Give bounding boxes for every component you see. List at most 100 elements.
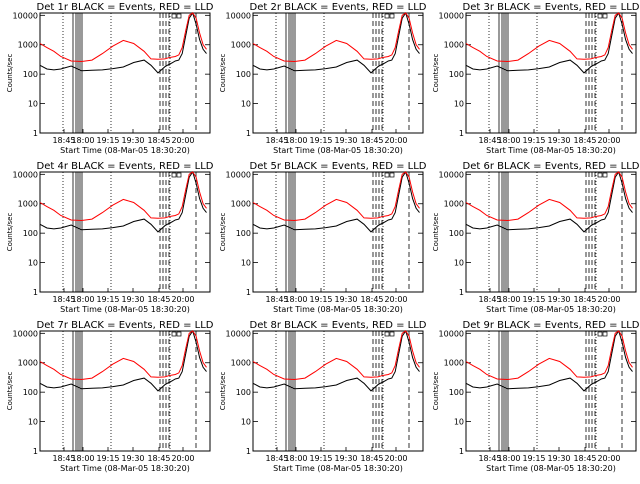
series-lld-line <box>252 12 420 63</box>
plot-frame <box>465 330 637 452</box>
y-tick-label: 1 <box>33 447 38 456</box>
panel-title: Det 5r BLACK = Events, RED = LLD <box>250 161 427 172</box>
x-tick-label: 19:30 <box>547 454 570 463</box>
x-tick-label: 19:15 <box>522 295 545 304</box>
y-tick-label: 1 <box>246 288 251 297</box>
y-axis-label: Counts/sec <box>219 372 227 411</box>
x-tick-label: 18:00 <box>497 295 520 304</box>
series-events-line <box>465 11 633 74</box>
x-tick-label: 18:45 <box>573 136 596 145</box>
series-lld-line <box>465 171 633 222</box>
y-tick-label: 100 <box>236 388 251 397</box>
x-tick-label: 20:00 <box>384 295 407 304</box>
y-tick-label: 100 <box>23 229 38 238</box>
plot-frame <box>39 171 211 293</box>
marker-box <box>176 172 182 178</box>
plot-frame <box>39 330 211 452</box>
y-tick-label: 10 <box>454 259 464 268</box>
y-tick-label: 10000 <box>13 329 38 338</box>
panel-title: Det 7r BLACK = Events, RED = LLD <box>37 320 214 331</box>
series-events-line <box>39 329 207 392</box>
y-tick-label: 10 <box>241 418 251 427</box>
y-tick-label: 1 <box>33 288 38 297</box>
plot-frame <box>252 171 424 293</box>
y-axis-label: Counts/sec <box>432 54 440 93</box>
x-tick-label: 18:00 <box>497 136 520 145</box>
x-tick-label: 18:45 <box>52 454 75 463</box>
y-tick-label: 10000 <box>439 11 464 20</box>
y-axis-label: Counts/sec <box>6 372 14 411</box>
y-tick-label: 100 <box>449 229 464 238</box>
panel-title: Det 2r BLACK = Events, RED = LLD <box>250 2 427 13</box>
x-tick-label: 18:45 <box>265 295 288 304</box>
y-tick-label: 10000 <box>226 11 251 20</box>
x-tick-label: 20:00 <box>171 136 194 145</box>
y-tick-label: 10 <box>28 100 38 109</box>
x-tick-label: 19:30 <box>334 136 357 145</box>
x-tick-label: 19:15 <box>309 295 332 304</box>
y-tick-label: 10 <box>241 259 251 268</box>
x-tick-label: 19:30 <box>334 454 357 463</box>
marker-box <box>171 13 177 19</box>
y-axis-label: Counts/sec <box>6 54 14 93</box>
x-axis-label: Start Time (08-Mar-05 18:30:20) <box>273 464 403 473</box>
marker-box <box>384 13 390 19</box>
x-tick-label: 20:00 <box>597 136 620 145</box>
panel-9: Det 9r BLACK = Events, RED = LLD 1 10 100 10… <box>432 320 640 473</box>
x-tick-label: 18:45 <box>147 295 170 304</box>
panel-2: Det 2r BLACK = Events, RED = LLD 1 10 100 10… <box>219 2 427 155</box>
x-tick-label: 19:15 <box>309 454 332 463</box>
panel-8: Det 8r BLACK = Events, RED = LLD 1 10 100 10… <box>219 320 427 473</box>
x-tick-label: 18:45 <box>573 295 596 304</box>
panel-title: Det 6r BLACK = Events, RED = LLD <box>463 161 640 172</box>
x-tick-label: 20:00 <box>597 295 620 304</box>
series-lld-line <box>252 171 420 222</box>
y-axis-label: Counts/sec <box>219 54 227 93</box>
y-tick-label: 1000 <box>444 200 464 209</box>
x-axis-label: Start Time (08-Mar-05 18:30:20) <box>486 464 616 473</box>
series-events-line <box>252 11 420 74</box>
x-tick-label: 18:00 <box>71 295 94 304</box>
y-tick-label: 10000 <box>13 170 38 179</box>
y-tick-label: 1000 <box>231 200 251 209</box>
series-lld-line <box>39 12 207 63</box>
panel-6: Det 6r BLACK = Events, RED = LLD 1 10 100 10… <box>432 161 640 314</box>
y-tick-label: 1000 <box>231 359 251 368</box>
y-axis-label: Counts/sec <box>432 213 440 252</box>
series-lld-line <box>465 12 633 63</box>
y-tick-label: 1000 <box>18 359 38 368</box>
series-events-line <box>252 329 420 392</box>
y-tick-label: 100 <box>449 70 464 79</box>
marker-box <box>176 13 182 19</box>
y-tick-label: 10 <box>241 100 251 109</box>
x-axis-label: Start Time (08-Mar-05 18:30:20) <box>273 146 403 155</box>
x-tick-label: 18:45 <box>478 454 501 463</box>
series-lld-line <box>39 330 207 381</box>
y-tick-label: 1 <box>33 129 38 138</box>
series-lld-line <box>39 171 207 222</box>
x-tick-label: 18:45 <box>478 295 501 304</box>
x-tick-label: 20:00 <box>597 454 620 463</box>
panel-title: Det 3r BLACK = Events, RED = LLD <box>463 2 640 13</box>
plot-frame <box>39 12 211 134</box>
marker-box <box>602 13 608 19</box>
marker-box <box>597 13 603 19</box>
marker-box <box>602 331 608 337</box>
marker-box <box>389 13 395 19</box>
x-axis-label: Start Time (08-Mar-05 18:30:20) <box>60 146 190 155</box>
x-tick-label: 20:00 <box>171 454 194 463</box>
y-tick-label: 10 <box>454 418 464 427</box>
x-tick-label: 19:15 <box>96 295 119 304</box>
y-tick-label: 10000 <box>226 170 251 179</box>
x-tick-label: 19:15 <box>96 136 119 145</box>
y-tick-label: 10 <box>454 100 464 109</box>
x-tick-label: 18:45 <box>147 136 170 145</box>
marker-box <box>597 331 603 337</box>
y-tick-label: 100 <box>23 388 38 397</box>
panel-4: Det 4r BLACK = Events, RED = LLD 1 10 100 10… <box>6 161 214 314</box>
y-tick-label: 10 <box>28 259 38 268</box>
y-axis-label: Counts/sec <box>219 213 227 252</box>
marker-box <box>602 172 608 178</box>
x-tick-label: 18:00 <box>284 295 307 304</box>
